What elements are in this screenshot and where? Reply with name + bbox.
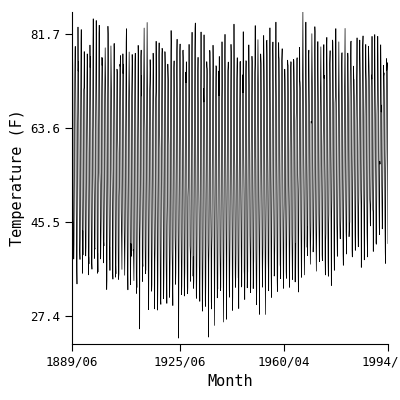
Y-axis label: Temperature (F): Temperature (F) (10, 110, 25, 246)
X-axis label: Month: Month (207, 374, 253, 389)
